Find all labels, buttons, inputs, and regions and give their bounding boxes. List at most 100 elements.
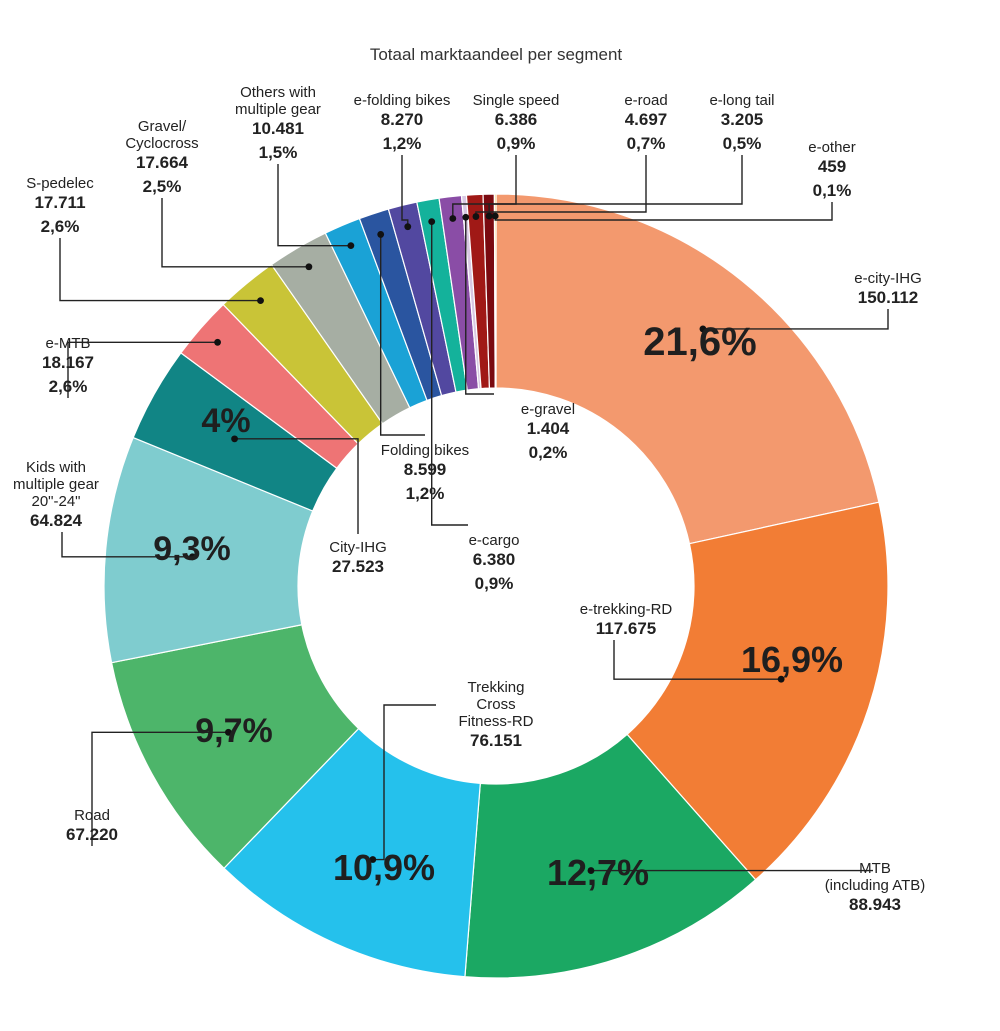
leader-lines — [59, 155, 889, 874]
segment-value: 4.697 — [625, 110, 668, 129]
slice-e-other — [493, 193, 497, 389]
segment-value: 3.205 — [721, 110, 764, 129]
leader-dot-e-long-tail — [485, 212, 493, 220]
leader-dot-e-road — [472, 213, 480, 220]
leader-s-pedelec — [59, 238, 261, 302]
segment-value: 6.386 — [495, 110, 538, 129]
leader-trekking-cross-fitness-rd — [372, 704, 436, 861]
segment-name: e-road — [624, 92, 667, 109]
leader-dot-e-city-ihg — [699, 325, 707, 333]
leader-dot-kids-with-multiple-gear-20-24 — [188, 553, 196, 561]
leader-folding-bikes — [379, 234, 425, 436]
segment-name: City-IHG — [329, 539, 387, 556]
segment-name: e-cargo — [469, 532, 520, 549]
segment-percent: 0,1% — [813, 181, 852, 200]
leader-dot-e-folding-bikes — [404, 223, 412, 231]
segment-percent: 0,7% — [627, 134, 666, 153]
leader-e-cargo — [431, 221, 468, 526]
segment-name: Others with — [240, 84, 316, 101]
leader-dot-e-gravel — [462, 213, 470, 221]
segment-value: 459 — [818, 157, 846, 176]
segment-name: Single speed — [473, 92, 560, 109]
segment-value: 27.523 — [332, 557, 384, 576]
leader-dot-city-ihg — [231, 435, 238, 443]
segment-name: Road — [74, 807, 110, 824]
segment-value: 117.675 — [596, 619, 657, 638]
leader-others-with-multiple-gear — [277, 164, 351, 247]
segment-value: 18.167 — [42, 353, 94, 372]
percent-e-trekking-rd: 16,9% — [741, 639, 843, 680]
leader-city-ihg — [234, 438, 359, 534]
segment-name: e-city-IHG — [854, 270, 922, 287]
leader-dot-gravel-cyclocross — [305, 263, 313, 271]
segment-value: 150.112 — [858, 288, 919, 307]
leader-e-trekking-rd — [613, 640, 782, 680]
segment-percent: 0,9% — [475, 574, 514, 593]
segment-value: 8.270 — [381, 110, 424, 129]
segment-value: 76.151 — [470, 731, 522, 750]
segment-value: 1.404 — [527, 419, 570, 438]
segment-name: Cyclocross — [125, 135, 198, 152]
segment-name: multiple gear — [13, 476, 99, 493]
leader-dot-folding-bikes — [377, 231, 385, 238]
segment-percent: 0,9% — [497, 134, 536, 153]
leader-dot-s-pedelec — [257, 297, 264, 305]
segment-value: 6.380 — [473, 550, 516, 569]
segment-percent: 0,5% — [723, 134, 762, 153]
segment-percent: 2,6% — [41, 217, 80, 236]
leader-dot-e-other — [491, 212, 499, 220]
segment-name: (including ATB) — [825, 877, 926, 894]
segment-value: 17.711 — [34, 193, 85, 212]
segment-value: 10.481 — [252, 119, 304, 138]
leader-dot-e-mtb — [214, 338, 221, 346]
leader-road — [91, 731, 229, 846]
slice-e-trekking-rd — [626, 501, 889, 881]
segment-name: 20"-24" — [31, 493, 80, 510]
segment-name: e-trekking-RD — [580, 601, 673, 618]
percent-kids-with-multiple-gear-20-24: 9,3% — [153, 530, 231, 568]
slice-e-city-ihg — [495, 193, 880, 545]
label-mtb-including-atb: MTB(including ATB)88.943 — [825, 860, 926, 914]
leader-dot-single-speed — [449, 215, 457, 222]
segment-percent: 1,5% — [259, 143, 298, 162]
leader-single-speed — [452, 155, 517, 219]
percent-e-city-ihg: 21,6% — [643, 320, 756, 364]
segment-name: Gravel/ — [138, 118, 187, 135]
leader-dot-mtb-including-atb — [587, 867, 595, 874]
percent-trekking-cross-fitness-rd: 10,9% — [333, 847, 435, 888]
chart-title: Totaal marktaandeel per segment — [370, 45, 623, 64]
segment-name: S-pedelec — [26, 175, 94, 192]
leader-e-gravel — [465, 217, 494, 395]
segment-name: e-folding bikes — [354, 92, 451, 109]
segment-percent: 0,2% — [529, 443, 568, 462]
segment-percent: 1,2% — [383, 134, 422, 153]
segment-percent: 2,6% — [49, 377, 88, 396]
percent-mtb-including-atb: 12,7% — [547, 852, 649, 893]
segment-name: e-gravel — [521, 401, 575, 418]
leader-dot-e-trekking-rd — [777, 675, 785, 683]
segment-name: e-other — [808, 139, 856, 156]
leader-e-city-ihg — [702, 309, 889, 330]
segment-value: 17.664 — [136, 153, 189, 172]
segment-percent: 1,2% — [406, 484, 445, 503]
segment-name: Trekking — [468, 679, 525, 696]
segment-value: 88.943 — [849, 895, 901, 914]
segment-value: 8.599 — [404, 460, 447, 479]
leader-gravel-cyclocross — [161, 198, 309, 268]
leader-dot-others-with-multiple-gear — [347, 242, 355, 250]
segment-name: MTB — [859, 860, 891, 877]
